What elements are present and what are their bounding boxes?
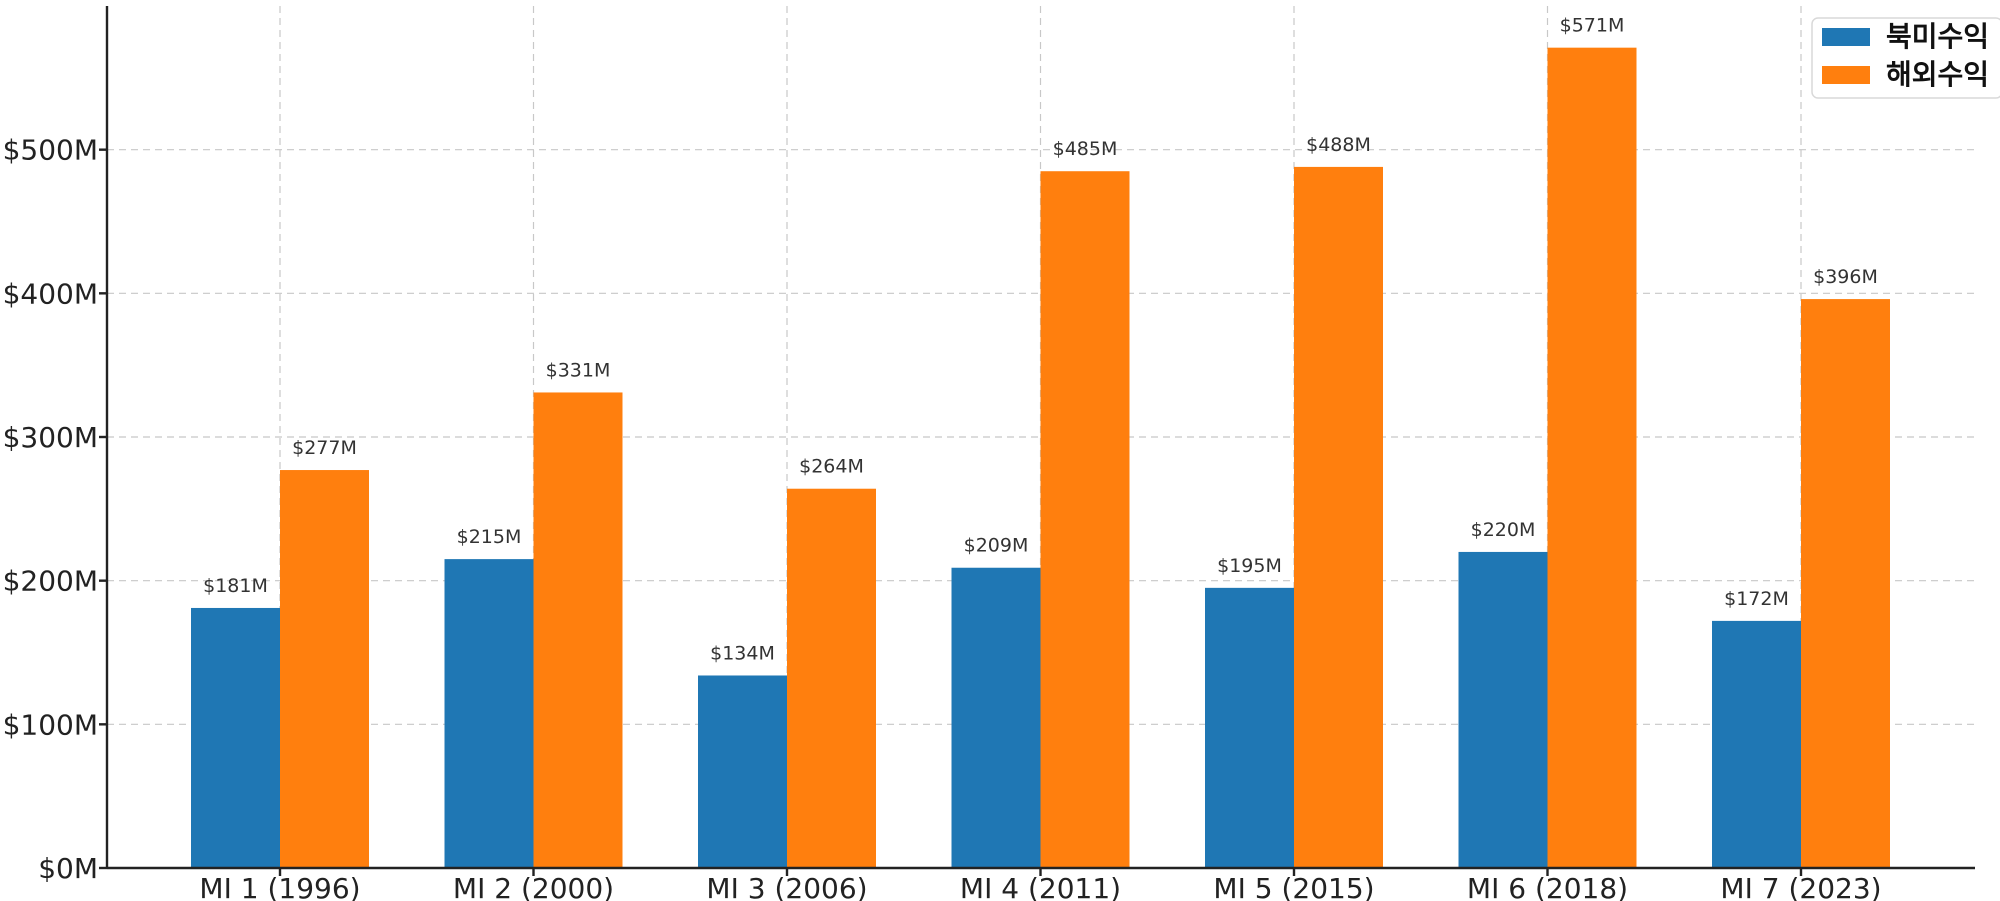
y-tick-label: $300M <box>3 421 98 454</box>
bar-overseas <box>787 488 876 868</box>
axes-layer <box>99 6 1975 876</box>
bar-north-america <box>191 607 280 868</box>
bar-overseas <box>533 392 623 868</box>
bar-value-label: $396M <box>1813 266 1878 288</box>
bar-north-america <box>444 559 534 868</box>
legend-label: 북미수익 <box>1886 20 1989 53</box>
y-tick-label: $0M <box>38 852 98 885</box>
bar-value-label: $485M <box>1053 138 1118 160</box>
legend-label: 해외수익 <box>1886 58 1989 91</box>
x-tick-label: MI 5 (2015) <box>1213 872 1374 901</box>
y-tick-label: $100M <box>3 708 98 741</box>
x-tick-label: MI 4 (2011) <box>960 872 1121 901</box>
x-tick-label: MI 1 (1996) <box>199 872 360 901</box>
bar-value-label: $181M <box>203 575 268 597</box>
bar-value-label: $277M <box>292 437 357 459</box>
bar-overseas <box>1547 47 1637 869</box>
x-tick-label: MI 7 (2023) <box>1720 872 1881 901</box>
bar-overseas <box>280 470 369 868</box>
legend-swatch <box>1822 66 1870 84</box>
bar-north-america <box>698 675 787 868</box>
bar-north-america <box>1458 551 1548 868</box>
bars-layer <box>191 47 1890 869</box>
bar-north-america <box>951 567 1041 868</box>
y-tick-label: $400M <box>3 277 98 310</box>
bar-value-label: $209M <box>964 535 1029 557</box>
x-tick-label: MI 2 (2000) <box>453 872 614 901</box>
bar-value-label: $571M <box>1560 15 1625 37</box>
bar-value-label: $488M <box>1306 134 1371 156</box>
bar-value-label: $195M <box>1217 555 1282 577</box>
bar-overseas <box>1294 166 1383 868</box>
y-tick-label: $200M <box>3 565 98 598</box>
bar-value-label: $331M <box>546 359 611 381</box>
legend-swatch <box>1822 28 1870 46</box>
labels-layer: $181M $277M MI 1 (1996) $215M $331M MI 2 (200… <box>3 15 1882 901</box>
bar-north-america <box>1712 620 1801 868</box>
bar-overseas <box>1801 299 1890 869</box>
bar-value-label: $134M <box>710 642 775 664</box>
bar-overseas <box>1040 171 1130 868</box>
x-tick-label: MI 6 (2018) <box>1467 872 1628 901</box>
bar-value-label: $264M <box>799 456 864 478</box>
bar-value-label: $220M <box>1471 519 1536 541</box>
y-tick-label: $500M <box>3 134 98 167</box>
bar-value-label: $215M <box>457 526 522 548</box>
x-tick-label: MI 3 (2006) <box>706 872 867 901</box>
bar-value-label: $172M <box>1724 588 1789 610</box>
bar-north-america <box>1205 587 1294 868</box>
